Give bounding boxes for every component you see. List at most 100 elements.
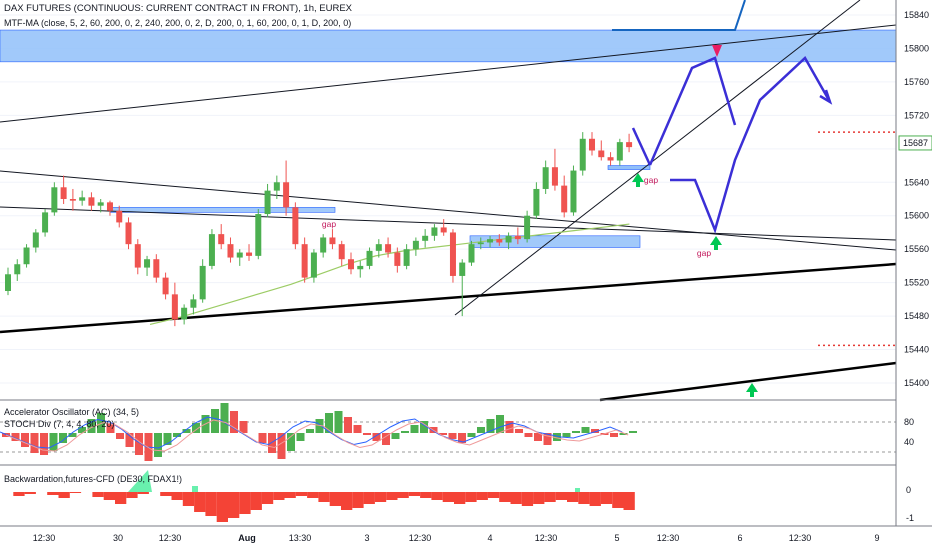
candle [97, 202, 104, 206]
backwardation-bar [544, 492, 556, 502]
candle [144, 259, 151, 268]
ac-bar [49, 433, 58, 451]
down-arrow [712, 45, 722, 57]
ac-bar [363, 433, 371, 435]
time-tick: 12:30 [159, 533, 182, 543]
candle [375, 244, 382, 251]
candle [394, 252, 401, 266]
candle [171, 294, 178, 320]
ac-bar [11, 433, 20, 441]
grid [0, 14, 896, 384]
candle [551, 167, 558, 186]
candle [246, 252, 253, 256]
ac-bar [325, 413, 333, 433]
backwardation-bar [182, 492, 195, 506]
candle [412, 240, 419, 250]
ma-series [149, 223, 630, 326]
candle [338, 244, 345, 260]
axis-labels: 15840 15800 15760 15720 15687 15640 15600 15560… [33, 10, 932, 543]
backwardation-bar [92, 492, 104, 497]
ac-bar [439, 433, 447, 435]
candle [403, 249, 410, 266]
backwardation-label: Backwardation,futures-CFD (DE30, FDAX1!) [4, 474, 183, 484]
trend-line [454, 0, 861, 316]
backwardation-bar [69, 492, 82, 493]
trend-lines [0, 0, 897, 402]
backwardation-bar [408, 492, 421, 496]
backwardation-bar [228, 492, 240, 518]
backwardation-bar [318, 492, 330, 502]
ac-bar [334, 411, 343, 433]
up-arrow [746, 383, 758, 397]
backwardation-bar [273, 492, 285, 500]
backwardation-bar [115, 492, 127, 504]
ac-bar [448, 433, 457, 439]
candle [514, 235, 521, 240]
candle [357, 265, 364, 270]
price-tick: 15760 [904, 77, 929, 87]
candles[interactable] [5, 132, 633, 327]
trend-line [0, 206, 897, 241]
price-tick: 15400 [904, 378, 929, 388]
backwardation-positive [192, 486, 198, 492]
candle [162, 277, 169, 295]
price-tick: 15640 [904, 177, 929, 187]
backwardation-bar [623, 492, 635, 510]
backwardation-bar [487, 492, 500, 498]
candle [598, 150, 605, 158]
oscillator-label: Accelerator Oscillator (AC) (34, 5) [4, 407, 140, 417]
chart-title: DAX FUTURES (CONTINUOUS: CURRENT CONTRAC… [4, 3, 353, 14]
candle [14, 264, 21, 275]
ac-bar [477, 427, 485, 433]
candle [125, 222, 132, 245]
ac-bar [230, 411, 238, 433]
candle [607, 157, 614, 161]
candle [347, 259, 354, 270]
ac-bar [40, 433, 48, 455]
candle [459, 262, 466, 276]
candle [468, 244, 475, 263]
time-tick: 12:30 [657, 533, 680, 543]
backwardation-bar [160, 492, 172, 496]
candle [32, 232, 39, 248]
price-tick: 15440 [904, 345, 929, 355]
backwardation-bar [171, 492, 183, 500]
candle [533, 188, 540, 216]
stoch-k [0, 416, 623, 449]
ac-bar [192, 423, 200, 433]
time-tick: 13:30 [289, 533, 312, 543]
candle [79, 197, 86, 201]
trend-line [599, 361, 897, 402]
ac-bar [391, 433, 400, 439]
backwardation-bar [261, 492, 274, 504]
candle [283, 182, 290, 208]
ac-bar [629, 431, 637, 433]
backwardation-bar [194, 492, 206, 512]
candle [88, 197, 95, 206]
ac-bar [296, 433, 305, 441]
candle [616, 142, 623, 161]
time-tick: 9 [874, 533, 879, 543]
backwardation-bar [329, 492, 341, 506]
backwardation-positive [575, 488, 580, 492]
ac-bar [68, 433, 77, 437]
candle [385, 244, 392, 253]
gap-annotation: gap [322, 219, 336, 229]
projection-arrowhead [819, 89, 833, 105]
candle [190, 299, 197, 308]
ac-bar [125, 433, 134, 447]
candle [255, 214, 262, 256]
ac-bar [306, 429, 314, 433]
ac-bar [182, 429, 191, 433]
backwardation-bar [284, 492, 296, 498]
candle [524, 215, 531, 240]
ac-bar [486, 419, 495, 433]
backwardation-bar [420, 492, 432, 498]
stoch-label: STOCH Div (7, 4, 4, 80, 20) [4, 419, 115, 429]
backwardation-bar [533, 492, 545, 504]
ac-bar [268, 433, 276, 453]
candle [329, 237, 336, 245]
backwardation-bar [126, 492, 138, 498]
price-tick: 15560 [904, 244, 929, 254]
